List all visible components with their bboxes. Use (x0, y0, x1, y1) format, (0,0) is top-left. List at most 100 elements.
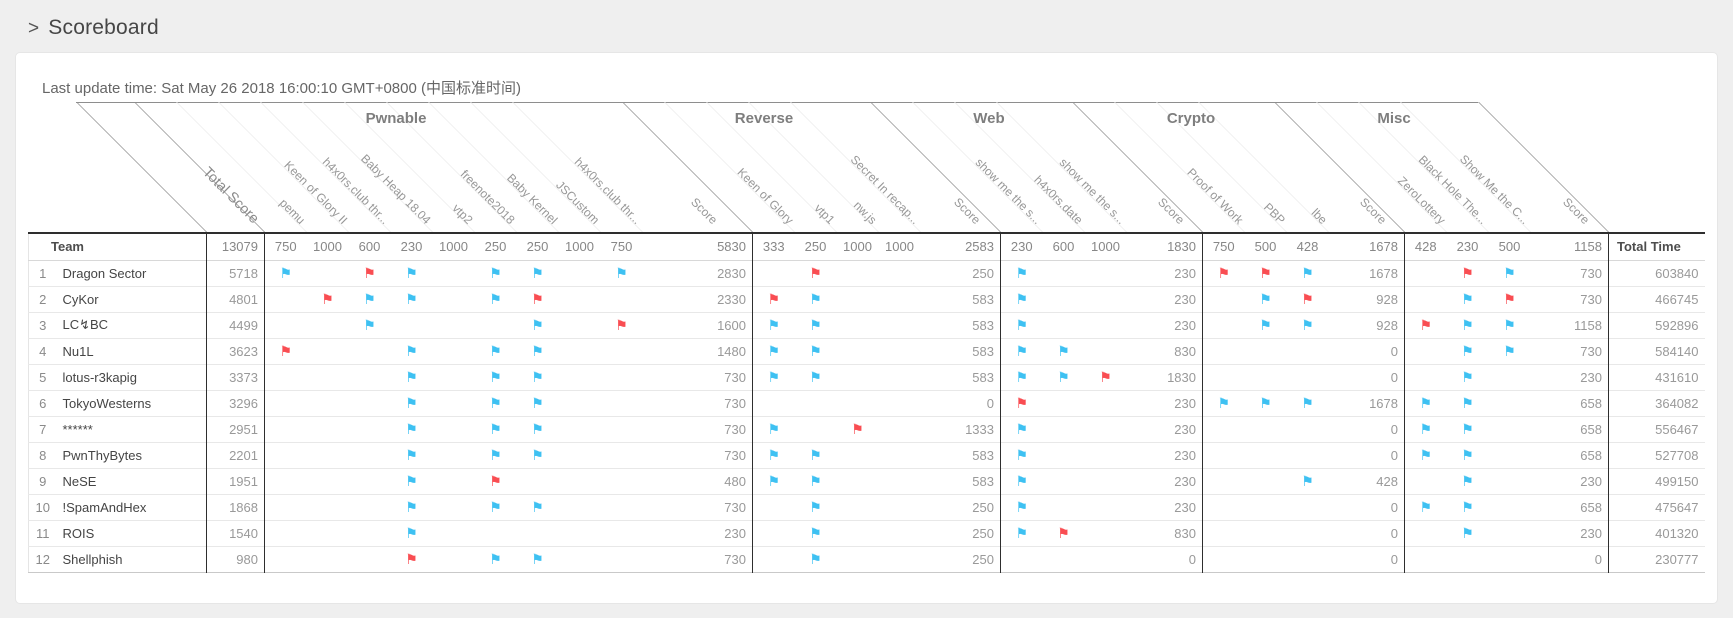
flag-cell (879, 416, 921, 442)
team-name: Dragon Sector (62, 265, 147, 281)
flag-cell (1085, 312, 1127, 338)
flag-cell: ⚑ (1447, 390, 1489, 416)
flag-cell (433, 520, 475, 546)
team-row: 11 ROIS 1540 ⚑ 230 ⚑ 250 ⚑ ⚑ 830 0 ⚑ 230 401320 (28, 520, 1705, 546)
flag-cell: ⚑ (1287, 286, 1329, 312)
table-header: Team 13079 750 1000 600 230 1000 250 250 1000 750 5… (28, 233, 1705, 260)
category-label: Reverse (734, 110, 794, 127)
flag-cell: ⚑ (1000, 520, 1043, 546)
section-score-cell: 230 (1174, 317, 1196, 333)
flag-cell: ⚑ (1202, 260, 1245, 286)
flag-cell: ⚑ (1245, 260, 1287, 286)
flag-cell (1489, 442, 1531, 468)
flag-cell (307, 416, 349, 442)
challenge-points-header: 333 (752, 233, 795, 260)
flag-cell (1202, 416, 1245, 442)
flag-cell: ⚑ (1489, 286, 1531, 312)
rank-cell: 11 (36, 525, 50, 541)
flag-cell (1489, 546, 1531, 572)
rank-cell: 8 (39, 447, 47, 463)
flag-cell (349, 390, 391, 416)
solved-flag-icon: ⚑ (615, 264, 628, 281)
header-top-line (76, 102, 1478, 103)
flag-cell (1404, 520, 1447, 546)
team-name: ROIS (62, 525, 95, 541)
flag-cell: ⚑ (1447, 338, 1489, 364)
section-score-cell: 928 (1376, 291, 1398, 307)
flag-cell: ⚑ (391, 520, 433, 546)
section-score-cell: 1480 (717, 343, 746, 359)
flag-cell: ⚑ (475, 546, 517, 572)
flag-cell (1404, 468, 1447, 494)
rank-cell: 5 (39, 369, 47, 385)
flag-cell: ⚑ (1287, 260, 1329, 286)
section-score-cell: 0 (1188, 551, 1196, 567)
rank-cell: 1 (39, 265, 47, 281)
flag-cell: ⚑ (264, 260, 307, 286)
section-score-cell: 480 (724, 473, 746, 489)
flag-cell (1202, 494, 1245, 520)
flag-cell (601, 364, 643, 390)
team-column-header: Team (51, 239, 84, 255)
flag-cell (349, 442, 391, 468)
flag-cell: ⚑ (517, 338, 559, 364)
section-score-cell: 583 (972, 291, 994, 307)
points-header-row: Team 13079 750 1000 600 230 1000 250 250 1000 750 5… (28, 233, 1705, 260)
total-time-cell: 230777 (1608, 546, 1705, 572)
flag-cell (1404, 546, 1447, 572)
flag-cell: ⚑ (391, 286, 433, 312)
flag-cell: ⚑ (517, 442, 559, 468)
solved-flag-icon: ⚑ (1015, 342, 1029, 359)
flag-cell (433, 546, 475, 572)
total-time-cell: 466745 (1608, 286, 1705, 312)
diagonal-header: Total Score Pwnable pemu Keen of Glory II h4… (28, 102, 1704, 232)
section-score-cell: 730 (724, 447, 746, 463)
flag-cell (307, 442, 349, 468)
flag-cell: ⚑ (1287, 468, 1329, 494)
section-total-header: 5830 (717, 239, 746, 255)
flag-cell: ⚑ (517, 312, 559, 338)
flag-cell: ⚑ (1000, 416, 1043, 442)
flag-cell (433, 494, 475, 520)
flag-cell: ⚑ (1000, 390, 1043, 416)
flag-cell (433, 286, 475, 312)
flag-cell: ⚑ (349, 260, 391, 286)
team-row: 9 NeSE 1951 ⚑ ⚑ 480 ⚑ ⚑ 583 ⚑ 230 ⚑ 428 ⚑ 230 499150 (28, 468, 1705, 494)
solved-flag-icon: ⚑ (405, 264, 418, 281)
solved-flag-icon: ⚑ (1301, 394, 1314, 411)
team-row: 7 ****** 2951 ⚑ ⚑ ⚑ 730 ⚑ ⚑ 1333 ⚑ 230 0 ⚑ ⚑ 658 556467 (28, 416, 1705, 442)
solved-flag-icon: ⚑ (1015, 420, 1029, 437)
solved-flag-icon: ⚑ (489, 550, 502, 567)
first-blood-flag-icon: ⚑ (489, 472, 502, 489)
team-name: ****** (62, 421, 93, 437)
total-score-cell: 4801 (206, 286, 265, 312)
section-score-cell: 230 (1174, 499, 1196, 515)
flag-cell (1085, 520, 1127, 546)
solved-flag-icon: ⚑ (1015, 264, 1029, 281)
solved-flag-icon: ⚑ (405, 342, 418, 359)
flag-cell: ⚑ (1489, 260, 1531, 286)
team-name: lotus-r3kapig (62, 369, 137, 385)
flag-cell (1404, 260, 1447, 286)
challenge-points-header: 250 (526, 239, 549, 255)
team-name: CyKor (62, 291, 99, 307)
solved-flag-icon: ⚑ (1461, 498, 1474, 515)
flag-cell: ⚑ (837, 416, 879, 442)
solved-flag-icon: ⚑ (1015, 368, 1029, 385)
section-total-header: 1830 (1167, 239, 1196, 255)
solved-flag-icon: ⚑ (1259, 394, 1272, 411)
solved-flag-icon: ⚑ (809, 498, 822, 515)
flag-cell: ⚑ (1043, 364, 1085, 390)
flag-cell: ⚑ (1447, 494, 1489, 520)
solved-flag-icon: ⚑ (1015, 316, 1029, 333)
flag-cell (1202, 312, 1245, 338)
flag-cell (1202, 442, 1245, 468)
challenge-points-header: 1000 (313, 239, 342, 255)
flag-cell: ⚑ (795, 442, 837, 468)
solved-flag-icon: ⚑ (767, 342, 781, 359)
solved-flag-icon: ⚑ (279, 264, 293, 281)
flag-cell (559, 338, 601, 364)
challenge-points-header: 750 (264, 233, 307, 260)
total-score-cell: 2951 (206, 416, 265, 442)
flag-cell (752, 546, 795, 572)
